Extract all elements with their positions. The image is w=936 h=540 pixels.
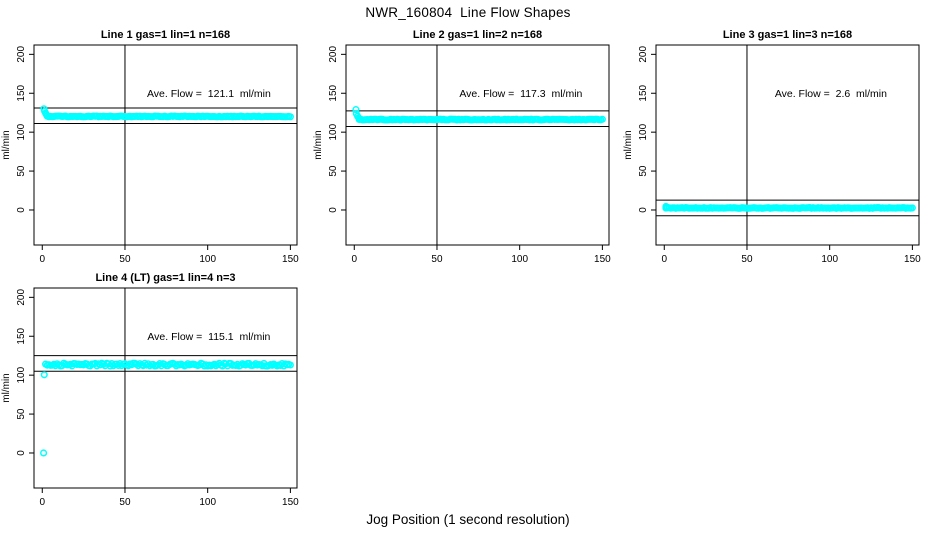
x-tick-label: 150 [282, 497, 299, 508]
ave-flow-annotation: Ave. Flow = 121.1 ml/min [147, 88, 271, 100]
y-tick-label: 150 [328, 84, 339, 101]
ave-flow-annotation: Ave. Flow = 115.1 ml/min [147, 331, 270, 343]
x-tick-label: 100 [821, 254, 838, 265]
ave-flow-annotation: Ave. Flow = 117.3 ml/min [459, 88, 582, 100]
page-title: NWR_160804 Line Flow Shapes [365, 5, 571, 20]
line-1-flow-chart: Line 1 gas=1 lin=1 n=168 0 50 100 150 0 50 100 1… [1, 29, 299, 265]
x-tick-label: 50 [119, 497, 131, 508]
panel-title: Line 3 gas=1 lin=3 n=168 [723, 29, 852, 41]
panel-line-4: Line 4 (LT) gas=1 lin=4 n=3 0 50 100 150 0 50 1… [0, 267, 310, 510]
plot-box [33, 44, 298, 246]
x-axis-label: Jog Position (1 second resolution) [366, 512, 570, 527]
x-tick-label: 0 [39, 254, 45, 265]
y-tick-label: 50 [16, 165, 27, 177]
plot-box [345, 44, 610, 246]
x-tick-label: 0 [39, 497, 45, 508]
line-3-flow-chart: Line 3 gas=1 lin=3 n=168 0 50 100 150 0 50 100 1… [623, 29, 921, 265]
x-tick-label: 50 [119, 254, 131, 265]
y-axis-label: ml/min [313, 130, 324, 159]
panel-title: Line 4 (LT) gas=1 lin=4 n=3 [95, 272, 235, 284]
panel-title: Line 1 gas=1 lin=1 n=168 [101, 29, 230, 41]
plot-box [33, 287, 298, 489]
y-tick-label: 100 [328, 123, 339, 140]
y-tick-label: 200 [16, 289, 27, 306]
y-tick-label: 0 [328, 207, 339, 213]
y-tick-label: 50 [328, 165, 339, 177]
data-point [40, 449, 48, 457]
y-tick-label: 100 [638, 123, 649, 140]
y-tick-label: 200 [638, 46, 649, 63]
x-tick-label: 150 [282, 254, 299, 265]
data-point [908, 204, 916, 212]
y-tick-label: 200 [328, 46, 339, 63]
x-tick-label: 100 [199, 254, 216, 265]
panel-line-2: Line 2 gas=1 lin=2 n=168 0 50 100 150 0 50 100 1… [312, 24, 622, 267]
y-tick-label: 0 [16, 207, 27, 213]
x-tick-label: 100 [199, 497, 216, 508]
line-2-flow-chart: Line 2 gas=1 lin=2 n=168 0 50 100 150 0 50 100 1… [313, 29, 611, 265]
y-axis-label: ml/min [623, 130, 634, 159]
x-tick-label: 50 [431, 254, 443, 265]
panel-line-1: Line 1 gas=1 lin=1 n=168 0 50 100 150 0 50 100 1… [0, 24, 310, 267]
data-point [286, 361, 294, 369]
data-point [286, 113, 294, 121]
panel-line-3: Line 3 gas=1 lin=3 n=168 0 50 100 150 0 50 100 1… [622, 24, 932, 267]
y-tick-label: 100 [16, 366, 27, 383]
data-point [352, 106, 360, 114]
y-tick-label: 50 [638, 165, 649, 177]
x-tick-label: 50 [741, 254, 753, 265]
x-tick-label: 0 [661, 254, 667, 265]
data-point [598, 115, 606, 123]
x-tick-label: 150 [594, 254, 611, 265]
line-4-flow-chart: Line 4 (LT) gas=1 lin=4 n=3 0 50 100 150 0 50 1… [1, 272, 299, 508]
y-axis-label: ml/min [1, 130, 12, 159]
y-tick-label: 0 [16, 450, 27, 456]
ave-flow-annotation: Ave. Flow = 2.6 ml/min [775, 88, 887, 100]
y-tick-label: 0 [638, 207, 649, 213]
plot-box [655, 44, 920, 246]
y-axis-label: ml/min [1, 373, 12, 402]
x-tick-label: 0 [351, 254, 357, 265]
y-tick-label: 100 [16, 123, 27, 140]
y-tick-label: 150 [16, 84, 27, 101]
panel-title: Line 2 gas=1 lin=2 n=168 [413, 29, 542, 41]
x-tick-label: 150 [904, 254, 921, 265]
y-tick-label: 150 [16, 327, 27, 344]
x-tick-label: 100 [511, 254, 528, 265]
data-point [40, 371, 48, 379]
y-tick-label: 50 [16, 408, 27, 420]
y-tick-label: 200 [16, 46, 27, 63]
y-tick-label: 150 [638, 84, 649, 101]
